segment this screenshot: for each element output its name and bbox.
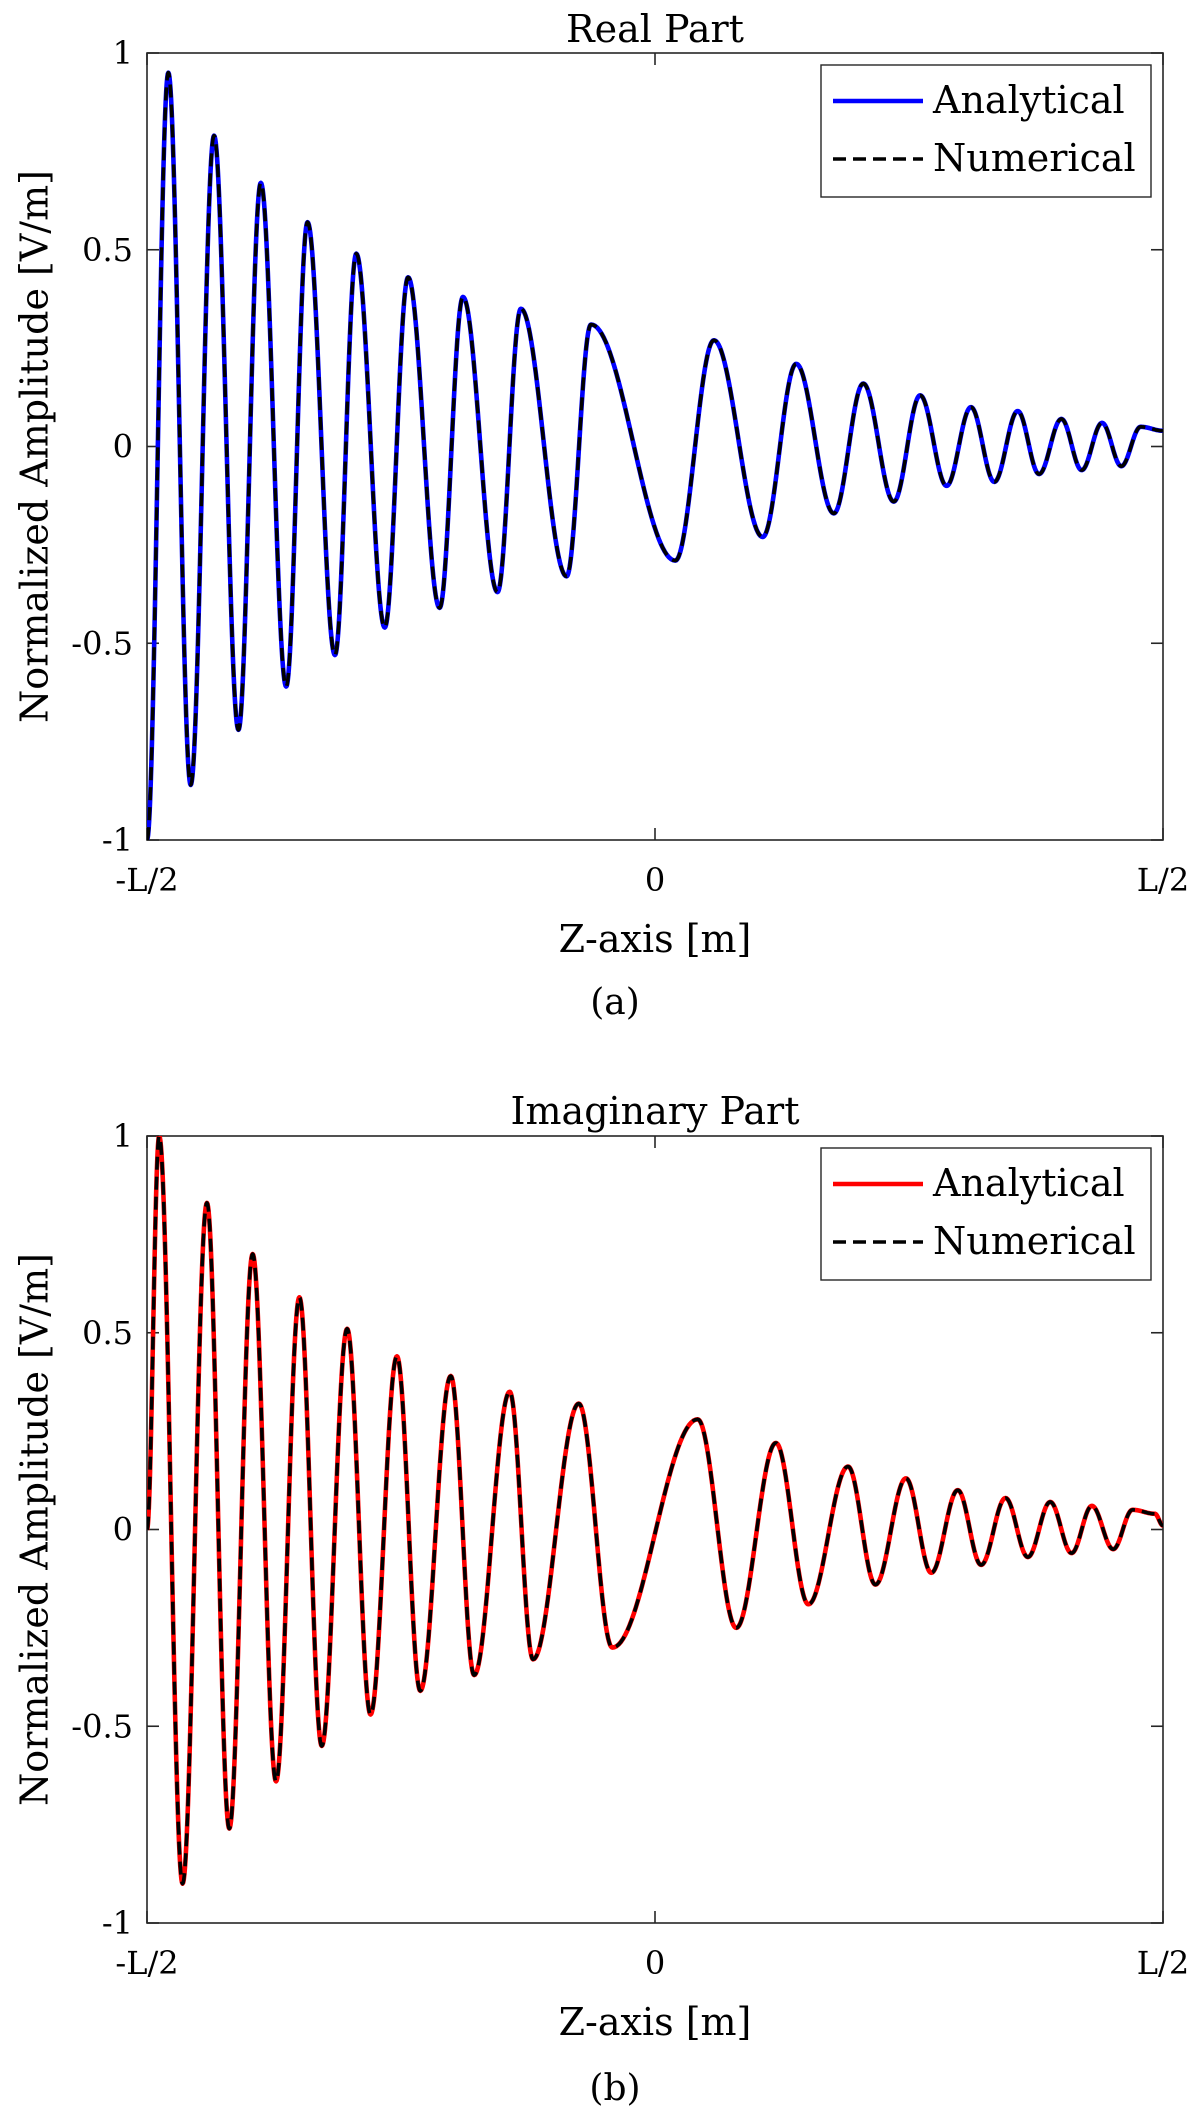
y-tick-label: -0.5 bbox=[71, 624, 133, 662]
y-tick-label: 0.5 bbox=[82, 231, 133, 269]
y-tick-label: -0.5 bbox=[71, 1707, 133, 1745]
x-tick-label: 0 bbox=[645, 1944, 665, 1982]
chart-2: Imaginary Part 1 0.5 0 -0.5 -1-L/2 0 L/2 Z-axis … bbox=[13, 1089, 1190, 2109]
x-tick-label: L/2 bbox=[1137, 861, 1189, 899]
y-tick-label: -1 bbox=[102, 821, 133, 859]
legend: Analytical Numerical bbox=[820, 64, 1152, 198]
y-axis-label: Normalized Amplitude [V/m] bbox=[13, 170, 57, 723]
figure-caption: (b) bbox=[589, 2068, 640, 2108]
legend-label-analytical: Analytical bbox=[932, 78, 1125, 122]
chart-1: Real Part 1 0.5 0 -0.5 -1-L/2 0 L/2 Z-axis [m] No… bbox=[13, 7, 1190, 1023]
chart-title: Imaginary Part bbox=[511, 1089, 800, 1133]
legend-label-analytical: Analytical bbox=[932, 1161, 1125, 1205]
legend-box bbox=[820, 1147, 1152, 1281]
legend-label-numerical: Numerical bbox=[933, 136, 1136, 180]
y-tick-label: 1 bbox=[113, 1117, 133, 1155]
series-line-numerical bbox=[147, 1136, 1163, 1886]
x-axis-label: Z-axis [m] bbox=[559, 917, 752, 961]
y-tick-label: 0 bbox=[113, 1511, 133, 1549]
y-axis-label: Normalized Amplitude [V/m] bbox=[13, 1253, 57, 1806]
y-tick-label: 0.5 bbox=[82, 1314, 133, 1352]
x-tick-label: -L/2 bbox=[115, 1944, 178, 1982]
legend-label-numerical: Numerical bbox=[933, 1219, 1136, 1263]
figure-caption: (a) bbox=[590, 982, 640, 1023]
y-tick-label: 0 bbox=[113, 428, 133, 466]
chart-title: Real Part bbox=[566, 7, 744, 51]
legend-box bbox=[820, 64, 1152, 198]
x-axis-label: Z-axis [m] bbox=[559, 2000, 752, 2044]
y-tick-label: 1 bbox=[113, 34, 133, 72]
x-tick-label: 0 bbox=[645, 861, 665, 899]
x-tick-label: -L/2 bbox=[115, 861, 178, 899]
y-tick-label: -1 bbox=[102, 1904, 133, 1942]
series-line-numerical bbox=[147, 70, 1163, 840]
x-tick-label: L/2 bbox=[1137, 1944, 1189, 1982]
legend: Analytical Numerical bbox=[820, 1147, 1152, 1281]
